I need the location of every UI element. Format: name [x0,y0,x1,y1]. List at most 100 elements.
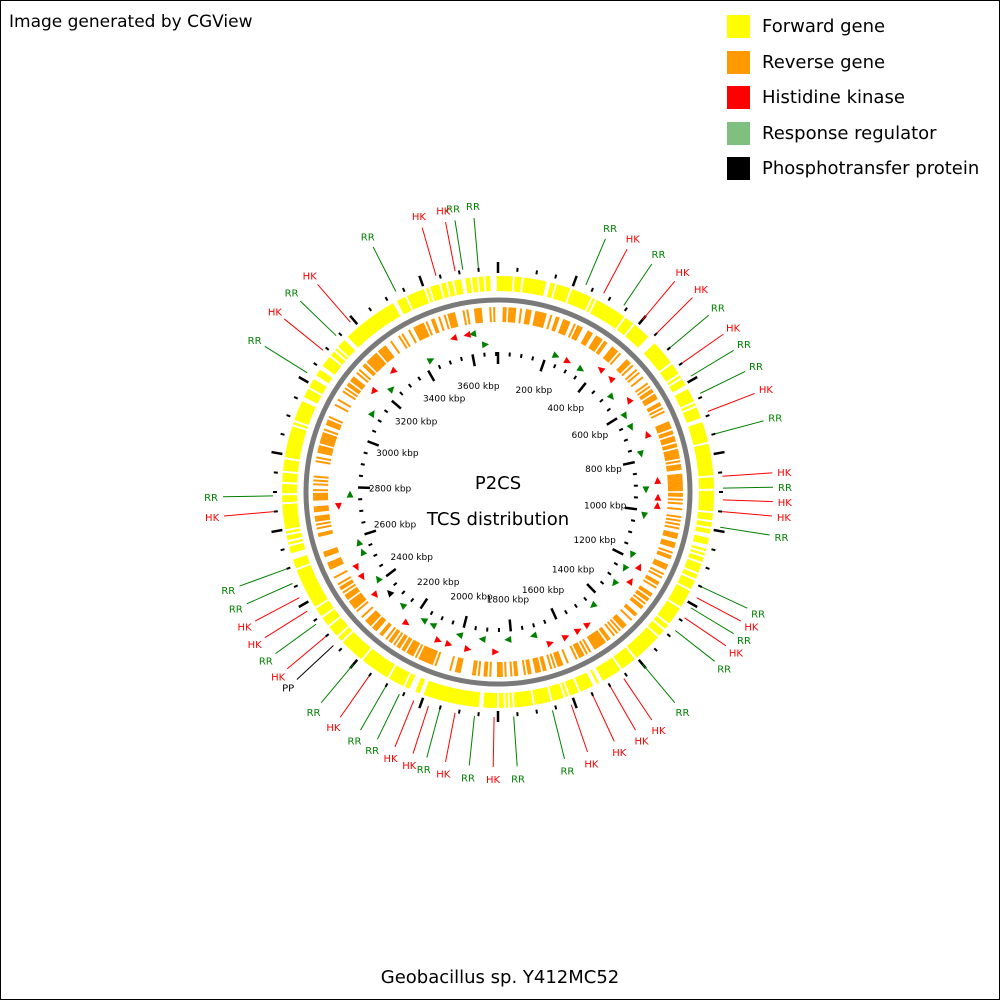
ruler-minor-tick [630,519,636,522]
tcs-marker-rr [375,575,383,584]
reverse-gene [620,608,633,621]
legend-swatch [727,86,750,110]
forward-gene [562,287,571,303]
ruler-label: 200 kbp [516,386,553,396]
reverse-gene [314,514,330,519]
forward-gene [339,343,353,356]
outer-minor-tick [368,307,373,312]
reverse-gene [318,446,334,453]
forward-gene [282,474,298,479]
forward-gene [293,556,309,565]
reverse-gene [337,398,352,408]
outer-minor-tick [457,270,461,275]
reverse-gene [372,616,384,629]
outer-minor-tick [324,346,330,351]
reverse-gene [572,643,582,659]
forward-gene [698,477,714,481]
reverse-gene [525,659,530,675]
forward-gene [307,585,322,596]
tcs-marker-rr [641,511,649,520]
reverse-gene [406,639,416,654]
forward-gene [310,591,325,602]
reverse-gene [591,337,602,351]
reverse-gene [315,521,331,526]
callout-label-rr: RR [361,232,375,243]
reverse-gene [313,483,329,486]
forward-gene [436,684,444,700]
forward-gene [440,283,448,299]
ruler-minor-tick [407,383,413,388]
ruler-minor-tick [624,541,629,545]
callout-label-hk: HK [584,759,599,770]
reverse-gene [321,433,337,441]
forward-gene [697,470,714,475]
forward-gene [318,369,333,381]
reverse-gene [658,546,674,554]
forward-gene [322,364,337,375]
forward-gene [608,311,619,326]
forward-gene [297,409,313,418]
reverse-gene [430,318,439,334]
forward-gene [290,546,306,554]
forward-gene [606,659,617,674]
forward-gene [485,692,489,708]
forward-gene [398,670,408,686]
callout-label-hk: HK [651,726,666,737]
tcs-marker-pp [387,590,395,598]
callout-label-rr: RR [737,636,751,647]
tcs-marker-rr [426,358,435,365]
legend-item-response-regulator: Response regulator [727,116,979,152]
reverse-gene [656,426,672,434]
forward-gene [316,373,331,384]
reverse-gene [655,421,670,429]
forward-gene [532,689,538,705]
reverse-gene [361,606,374,618]
forward-gene [680,574,695,584]
forward-gene [474,691,479,707]
reverse-gene [421,646,430,662]
forward-gene [570,290,579,306]
ruler-minor-tick [437,364,442,370]
reverse-gene [589,336,600,350]
forward-gene [392,667,403,682]
tcs-callouts: HKRRRRHKRRHKHKRRHKRRRRHKRRHKRRHKHKRRRRHK… [204,202,792,786]
callout-line [473,218,479,268]
forward-gene [653,355,667,367]
reverse-gene [385,626,397,640]
reverse-gene [588,634,598,649]
callout-line [701,586,748,609]
reverse-gene [534,657,540,673]
callout-label-rr: RR [652,250,666,261]
callout-label-pp: PP [282,684,294,695]
reverse-gene [344,586,358,597]
forward-gene [303,580,319,590]
callout-line [239,568,287,587]
ruler-major-tick [624,506,638,511]
forward-gene [333,622,347,635]
callout-line [412,705,429,754]
forward-gene [323,610,338,622]
forward-gene [302,576,317,586]
forward-gene [289,432,305,440]
forward-gene [419,289,428,305]
forward-gene [438,685,446,701]
ruler-label: 800 kbp [585,465,622,475]
ruler-major-tick [471,354,476,367]
forward-gene [530,278,536,295]
reverse-gene [554,651,562,667]
forward-gene [423,680,432,696]
outer-minor-tick [368,672,373,677]
reverse-gene [667,475,683,479]
reverse-gene [370,356,383,369]
reverse-gene [398,634,408,649]
forward-gene [443,686,450,702]
forward-gene [682,407,698,416]
outer-minor-tick [666,346,672,351]
tcs-marker-hk [608,376,616,384]
forward-gene [480,276,485,292]
tcs-marker-hk [370,590,379,598]
reverse-gene [414,325,424,341]
forward-gene [590,300,600,315]
reverse-gene [407,329,417,344]
tcs-marker-rr [626,422,633,431]
